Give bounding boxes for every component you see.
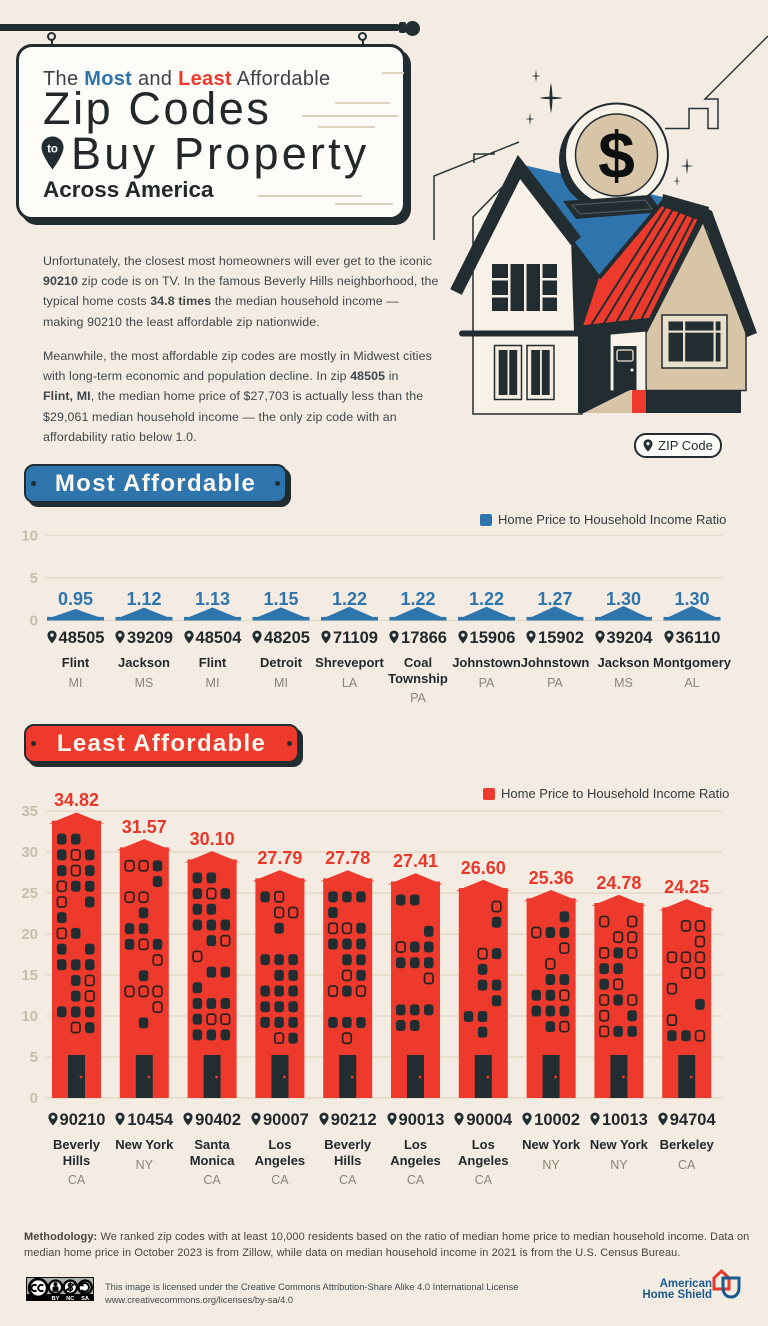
svg-text:15: 15: [21, 967, 38, 984]
svg-text:0: 0: [30, 613, 38, 629]
svg-text:10: 10: [21, 528, 38, 545]
svg-text:35: 35: [21, 803, 38, 820]
svg-text:$: $: [598, 118, 635, 192]
svg-text:30: 30: [21, 844, 38, 861]
svg-text:20: 20: [21, 926, 38, 943]
svg-text:5: 5: [30, 570, 38, 587]
svg-text:5: 5: [30, 1049, 38, 1066]
svg-text:to: to: [47, 144, 58, 156]
svg-text:SA: SA: [81, 1296, 90, 1301]
svg-text:NC: NC: [66, 1296, 75, 1301]
svg-text:25: 25: [21, 885, 38, 902]
svg-text:10: 10: [21, 1008, 38, 1025]
svg-text:BY: BY: [51, 1296, 59, 1301]
svg-text:0: 0: [30, 1090, 38, 1107]
